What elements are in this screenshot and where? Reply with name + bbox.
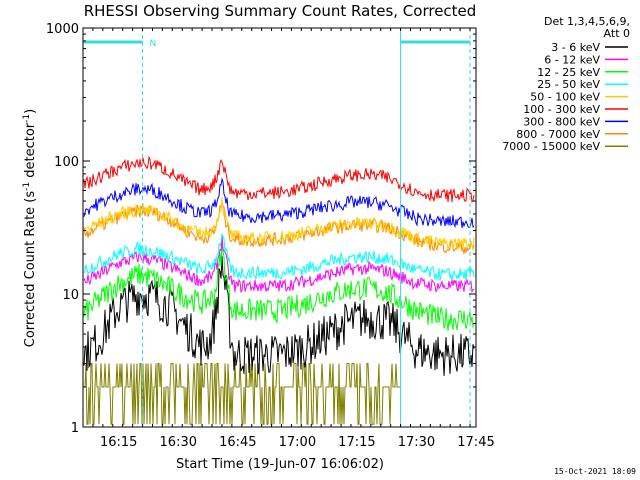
y-label-sup-2: -1 [22, 114, 32, 123]
y-label-suffix: ) [23, 109, 38, 114]
y-tick-label: 100 [54, 155, 79, 170]
y-tick-label: 1000 [46, 22, 79, 37]
legend-entry-label: 3 - 6 keV [551, 41, 600, 54]
plot-frame [82, 27, 477, 428]
x-axis-label: Start Time (19-Jun-07 16:06:02) [176, 457, 384, 472]
series-line-5 [83, 155, 475, 204]
axes: 16:15 16:30 16:45 17:00 17:15 17:30 17:45 1 10 10… [46, 22, 495, 450]
x-tick-label: 17:15 [338, 435, 375, 450]
x-tick-label: 17:00 [279, 435, 316, 450]
legend-entry-label: 50 - 100 keV [530, 91, 600, 104]
series-line-6 [83, 177, 475, 229]
night-marker-label: N [150, 39, 157, 49]
y-label-sup-1: -1 [22, 182, 32, 191]
x-tick-label: 16:30 [160, 435, 197, 450]
legend-entry-label: 800 - 7000 keV [516, 128, 600, 141]
legend-entry-label: 6 - 12 keV [544, 53, 600, 66]
series-line-3 [83, 233, 475, 281]
y-tick-label: 1 [71, 421, 79, 436]
series-line-2 [83, 242, 475, 331]
series-line-0 [83, 255, 475, 376]
legend-header-line-1: Det 1,3,4,5,6,9, [544, 15, 630, 28]
legend-entry-label: 25 - 50 keV [537, 78, 600, 91]
legend-entry-label: 100 - 300 keV [523, 103, 600, 116]
x-tick-label: 16:15 [100, 435, 137, 450]
series-line-1 [83, 233, 475, 294]
y-label-prefix: Corrected Count Rate (s [23, 191, 38, 348]
series-line-7 [83, 201, 475, 255]
legend-entry-label: 7000 - 15000 keV [502, 140, 600, 153]
chart-title: RHESSI Observing Summary Count Rates, Co… [84, 2, 477, 20]
plot-area: N [83, 28, 475, 427]
legend-entry-label: 12 - 25 keV [537, 66, 600, 79]
y-tick-label: 10 [62, 288, 79, 303]
timestamp: 15-Oct-2021 18:09 [554, 467, 636, 476]
y-label-mid: detector [23, 122, 38, 182]
y-axis-label: Corrected Count Rate (s-1 detector-1) [22, 109, 38, 347]
x-tick-label: 17:30 [398, 435, 435, 450]
legend-entry-label: 300 - 800 keV [523, 115, 600, 128]
series-line-4 [83, 196, 475, 251]
legend-header-line-2: Att 0 [604, 27, 630, 40]
x-tick-label: 16:45 [219, 435, 256, 450]
x-tick-label: 17:45 [457, 435, 494, 450]
